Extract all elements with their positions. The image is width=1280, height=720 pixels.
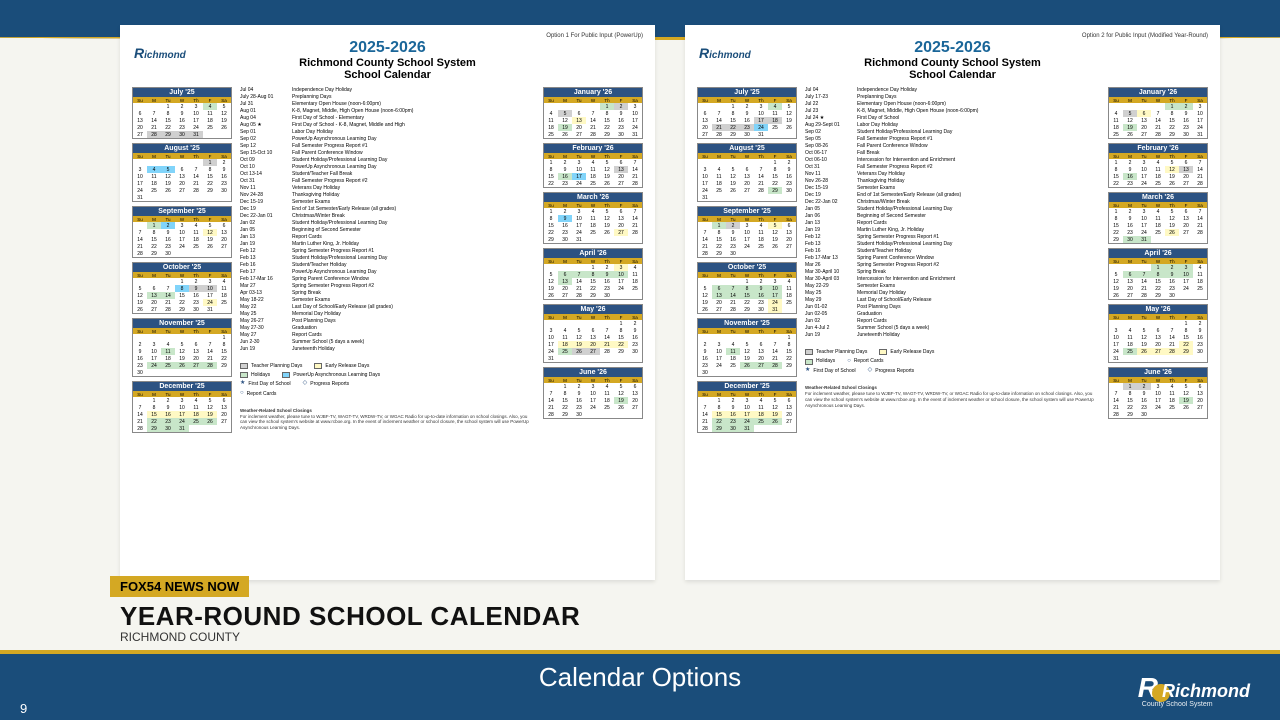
mini-month: October '25SuMTuWThFSa123456789101112131… (132, 262, 232, 314)
mini-month: February '26SuMTuWThFSa12345678910111213… (543, 143, 643, 188)
mini-month: December '25SuMTuWThFSa12345678910111213… (132, 381, 232, 433)
mini-month: July '25SuMTuWThFSa123456789101112131415… (132, 87, 232, 139)
doc-logo: Richmond (134, 45, 186, 61)
mini-month: January '26SuMTuWThFSa123456789101112131… (543, 87, 643, 139)
calendar-option-2: Option 2 for Public Input (Modified Year… (685, 25, 1220, 580)
mini-month: June '26SuMTuWThFSa123456789101112131415… (1108, 367, 1208, 419)
news-chyron: FOX54 NEWS NOW YEAR-ROUND SCHOOL CALENDA… (110, 576, 670, 650)
mini-month: April '26SuMTuWThFSa12345678910111213141… (1108, 248, 1208, 300)
events-col: Jul 04Independence Day HolidayJuly 17-23… (805, 87, 1100, 433)
mini-month: October '25SuMTuWThFSa123456789101112131… (697, 262, 797, 314)
mini-month: September '25SuMTuWThFSa1234567891011121… (132, 206, 232, 258)
school-year: 2025-2026 (697, 39, 1208, 57)
legend: Teacher Planning DaysEarly Release DaysH… (805, 349, 1100, 377)
event-list: Jul 04Independence Day HolidayJuly 28-Au… (240, 87, 535, 353)
mini-month: April '26SuMTuWThFSa12345678910111213141… (543, 248, 643, 300)
weather-note: Weather-Related School ClosingsFor incle… (805, 385, 1100, 408)
doc-logo: Richmond (699, 45, 751, 61)
doc-title: Richmond County School SystemSchool Cale… (697, 57, 1208, 81)
mini-month: December '25SuMTuWThFSa12345678910111213… (697, 381, 797, 433)
months-right: January '26SuMTuWThFSa123456789101112131… (1108, 87, 1208, 433)
mini-month: March '26SuMTuWThFSa12345678910111213141… (1108, 192, 1208, 244)
mini-month: March '26SuMTuWThFSa12345678910111213141… (543, 192, 643, 244)
months-right: January '26SuMTuWThFSa123456789101112131… (543, 87, 643, 433)
mini-month: August '25SuMTuWThFSa1234567891011121314… (132, 143, 232, 202)
mini-month: August '25SuMTuWThFSa1234567891011121314… (697, 143, 797, 202)
event-list: Jul 04Independence Day HolidayJuly 17-23… (805, 87, 1100, 339)
chyron-body: YEAR-ROUND SCHOOL CALENDAR RICHMOND COUN… (110, 597, 670, 650)
mini-month: July '25SuMTuWThFSa123456789101112131415… (697, 87, 797, 139)
page-number: 9 (20, 701, 27, 716)
events-col: Jul 04Independence Day HolidayJuly 28-Au… (240, 87, 535, 433)
weather-note: Weather-Related School ClosingsFor incle… (240, 408, 535, 431)
months-left: July '25SuMTuWThFSa123456789101112131415… (132, 87, 232, 433)
mini-month: November '25SuMTuWThFSa12345678910111213… (697, 318, 797, 377)
mini-month: May '26SuMTuWThFSa1234567891011121314151… (543, 304, 643, 363)
mini-month: May '26SuMTuWThFSa1234567891011121314151… (1108, 304, 1208, 363)
doc-title: Richmond County School SystemSchool Cale… (132, 57, 643, 81)
chyron-headline: YEAR-ROUND SCHOOL CALENDAR (120, 601, 660, 632)
chyron-subhead: RICHMOND COUNTY (120, 630, 660, 644)
mini-month: November '25SuMTuWThFSa12345678910111213… (132, 318, 232, 377)
school-year: 2025-2026 (132, 39, 643, 57)
months-left: July '25SuMTuWThFSa123456789101112131415… (697, 87, 797, 433)
slide-title: Calendar Options (0, 654, 1280, 693)
calendar-option-1: Option 1 For Public Input (PowerUp)Richm… (120, 25, 655, 580)
mini-month: June '26SuMTuWThFSa123456789101112131415… (543, 367, 643, 419)
bottom-bar: Calendar Options RRichmond County School… (0, 650, 1280, 720)
legend: Teacher Planning DaysEarly Release DaysH… (240, 363, 535, 400)
mini-month: September '25SuMTuWThFSa1234567891011121… (697, 206, 797, 258)
chyron-tag: FOX54 NEWS NOW (110, 576, 249, 597)
calendar-documents-container: Option 1 For Public Input (PowerUp)Richm… (120, 25, 1220, 580)
mini-month: February '26SuMTuWThFSa12345678910111213… (1108, 143, 1208, 188)
rcss-logo: RRichmond County School System (1138, 672, 1250, 708)
mini-month: January '26SuMTuWThFSa123456789101112131… (1108, 87, 1208, 139)
